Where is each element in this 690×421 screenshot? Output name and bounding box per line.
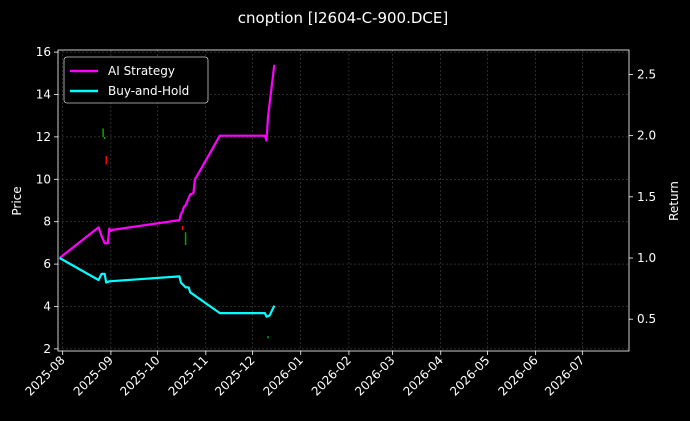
y-left-tick-label: 14 xyxy=(36,88,51,102)
y-right-tick-label: 1.5 xyxy=(637,190,656,204)
y-right-tick-label: 2.0 xyxy=(637,129,656,143)
y-right-tick-label: 2.5 xyxy=(637,67,656,81)
legend-label-ai-strategy: AI Strategy xyxy=(108,64,175,78)
y-left-tick-label: 6 xyxy=(43,257,51,271)
y-left-tick-label: 10 xyxy=(36,172,51,186)
y-left-tick-label: 16 xyxy=(36,45,51,59)
y-right-tick-label: 1.0 xyxy=(637,251,656,265)
y-right-tick-label: 0.5 xyxy=(637,312,656,326)
y-left-tick-label: 2 xyxy=(43,342,51,356)
legend-label-buy-and-hold: Buy-and-Hold xyxy=(108,84,189,98)
series-line-buy-and-hold xyxy=(59,257,276,318)
y-left-tick-label: 4 xyxy=(43,299,51,313)
chart-title: cnoption [I2604-C-900.DCE] xyxy=(238,9,448,27)
y-left-label: Price xyxy=(10,186,24,215)
legend-box xyxy=(63,56,209,104)
plot-frame xyxy=(57,49,630,352)
y-left-tick-label: 8 xyxy=(43,215,51,229)
legend: AI Strategy Buy-and-Hold xyxy=(63,56,209,104)
candles xyxy=(102,128,269,339)
grid xyxy=(58,50,629,351)
series-lines xyxy=(58,64,276,318)
y-right-label: Return xyxy=(667,181,681,221)
y-left-tick-label: 12 xyxy=(36,130,51,144)
series-line-ai-strategy xyxy=(58,64,276,259)
